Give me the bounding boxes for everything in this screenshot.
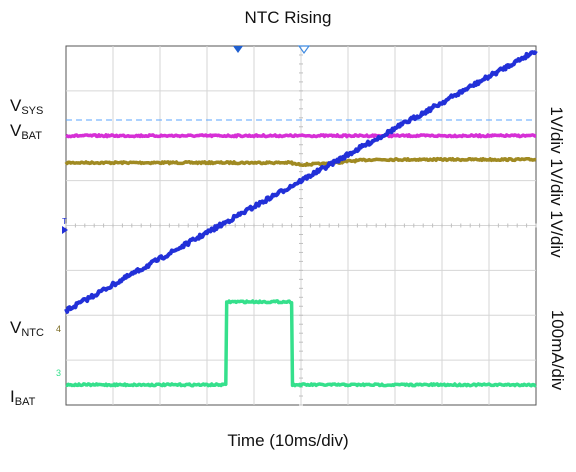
label-ibat: IBAT: [10, 388, 35, 408]
label-vsys: VSYS: [10, 97, 43, 117]
label-vntc: VNTC: [10, 319, 44, 339]
scale-label-3: 1V/div: [546, 204, 566, 264]
scale-label-4: 100mA/div: [547, 305, 567, 395]
label-vbat: VBAT: [10, 122, 42, 142]
trace-vbat: [66, 135, 536, 137]
x-axis-label: Time (10ms/div): [0, 431, 576, 451]
ch-ntc-marker: 4: [56, 324, 61, 334]
scale-label-2: 1V/div: [546, 152, 566, 212]
scale-label-1: 1V/div: [546, 100, 566, 160]
ch-ibat-marker: 3: [56, 368, 61, 378]
trigger-level-t: T: [62, 217, 67, 226]
